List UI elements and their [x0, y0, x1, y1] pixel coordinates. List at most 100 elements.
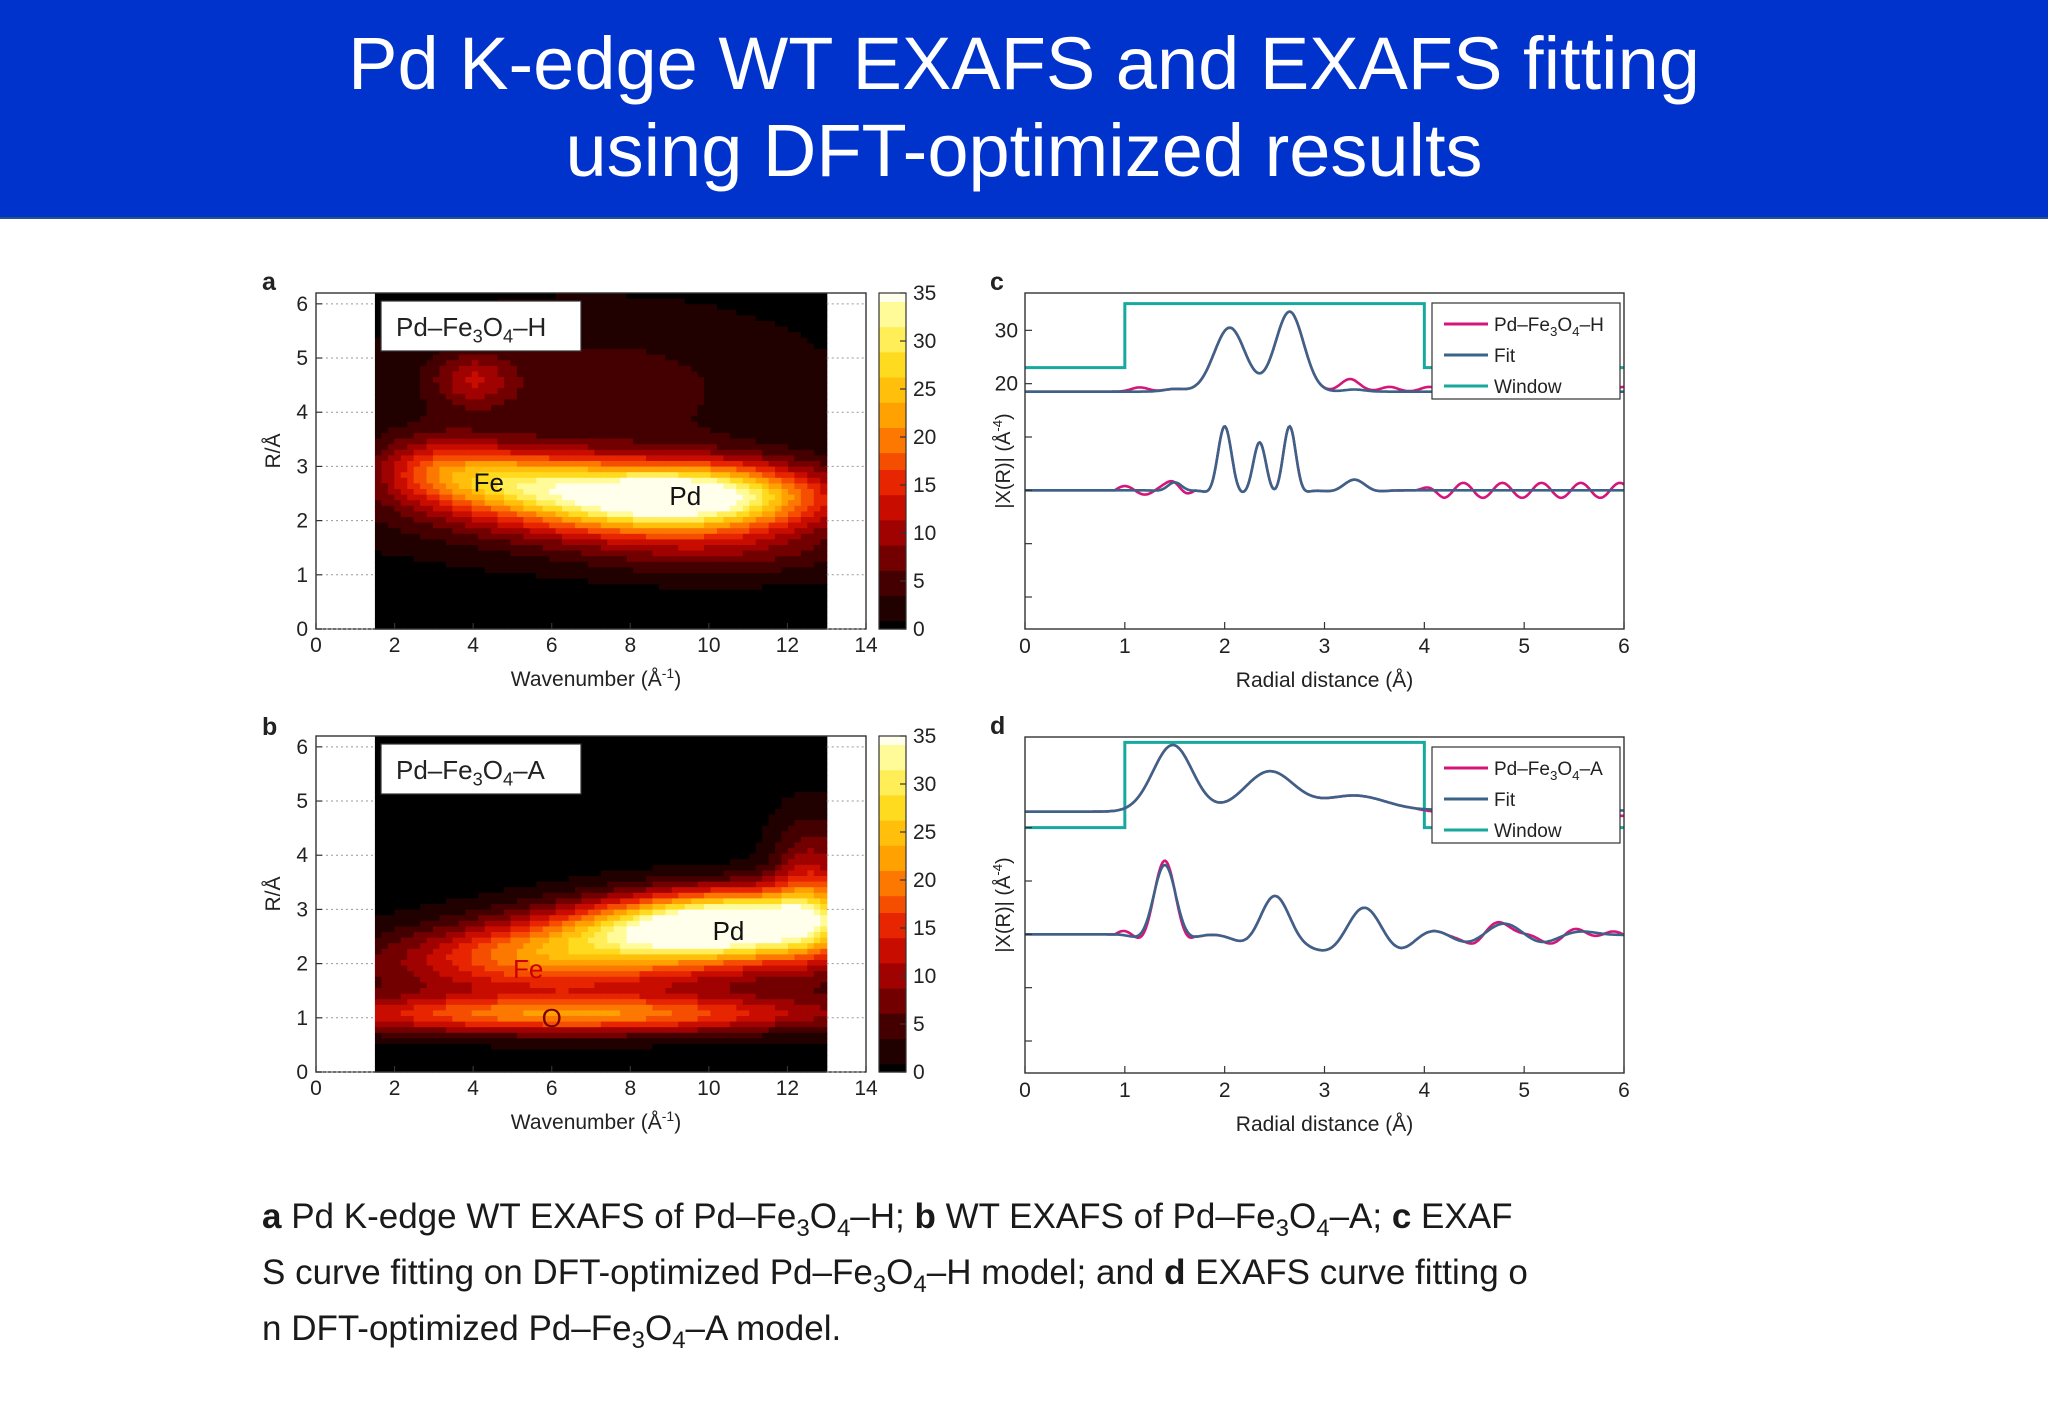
heatmap-cell: [407, 589, 415, 596]
heatmap-cell: [620, 354, 628, 361]
heatmap-cell: [594, 337, 602, 344]
heatmap-cell: [775, 444, 783, 451]
heatmap-cell: [594, 343, 602, 350]
heatmap-cell: [484, 517, 492, 524]
heatmap-cell: [678, 483, 686, 490]
heatmap-cell: [607, 466, 615, 473]
heatmap-cell: [729, 444, 737, 451]
heatmap-cell: [781, 578, 789, 585]
heatmap-cell: [781, 433, 789, 440]
heatmap-cell: [420, 1032, 428, 1039]
heatmap-cell: [555, 455, 563, 462]
heatmap-cell: [555, 433, 563, 440]
heatmap-cell: [400, 539, 408, 546]
heatmap-cell: [458, 388, 466, 395]
heatmap-cell: [420, 584, 428, 591]
heatmap-cell: [723, 584, 731, 591]
heatmap-cell: [600, 556, 608, 563]
heatmap-cell: [374, 976, 382, 983]
heatmap-cell: [820, 483, 828, 490]
heatmap-cell: [768, 455, 776, 462]
heatmap-cell: [458, 489, 466, 496]
heatmap-cell: [633, 343, 641, 350]
heatmap-cell: [426, 887, 434, 894]
heatmap-cell: [736, 449, 744, 456]
heatmap-cell: [742, 455, 750, 462]
heatmap-cell: [620, 405, 628, 412]
heatmap-cell: [549, 377, 557, 384]
heatmap-cell: [529, 388, 537, 395]
heatmap-cell: [820, 573, 828, 580]
heatmap-cell: [646, 410, 654, 417]
heatmap-cell: [452, 500, 460, 507]
heatmap-cell: [768, 601, 776, 608]
heatmap-cell: [439, 360, 447, 367]
heatmap-cell: [646, 399, 654, 406]
heatmap-cell: [374, 472, 382, 479]
heatmap-cell: [665, 477, 673, 484]
heatmap-cell: [433, 1044, 441, 1051]
heatmap-cell: [697, 365, 705, 372]
heatmap-cell: [445, 360, 453, 367]
heatmap-cell: [716, 393, 725, 400]
heatmap-cell: [394, 859, 402, 866]
heatmap-cell: [394, 489, 402, 496]
heatmap-cell: [736, 517, 744, 524]
heatmap-cell: [755, 360, 763, 367]
heatmap-cell: [555, 349, 563, 356]
heatmap-cell: [394, 539, 402, 546]
heatmap-cell: [613, 545, 621, 552]
heatmap-cell: [684, 382, 692, 389]
heatmap-cell: [536, 584, 544, 591]
heatmap-cell: [697, 477, 705, 484]
heatmap-cell: [775, 561, 783, 568]
heatmap-cell: [374, 438, 382, 445]
heatmap-cell: [587, 416, 595, 423]
heatmap-cell: [678, 315, 686, 322]
heatmap-cell: [665, 606, 673, 613]
heatmap-cell: [755, 606, 763, 613]
heatmap-cell: [658, 505, 666, 512]
slide-title-line-1: Pd K-edge WT EXAFS and EXAFS fitting: [348, 22, 1700, 105]
heatmap-cell: [529, 623, 537, 630]
heatmap-cell: [529, 539, 537, 546]
heatmap-cell: [742, 617, 750, 624]
heatmap-cell: [374, 405, 382, 412]
heatmap-cell: [820, 433, 828, 440]
heatmap-cell: [504, 567, 512, 574]
heatmap-cell: [549, 567, 557, 574]
heatmap-cell: [594, 433, 602, 440]
heatmap-cell: [387, 433, 395, 440]
heatmap-cell: [387, 617, 395, 624]
heatmap-cell: [736, 421, 744, 428]
heatmap-cell: [794, 449, 802, 456]
heatmap-cell: [613, 298, 621, 305]
heatmap-cell: [523, 388, 531, 395]
heatmap-cell: [749, 337, 757, 344]
heatmap-cell: [781, 388, 789, 395]
heatmap-cell: [400, 904, 408, 911]
heatmap-cell: [407, 904, 415, 911]
heatmap-cell: [387, 500, 395, 507]
heatmap-cell: [691, 623, 699, 630]
heatmap-cell: [736, 405, 744, 412]
heatmap-cell: [426, 870, 434, 877]
heatmap-cell: [607, 612, 615, 619]
heatmap-cell: [716, 371, 725, 378]
heatmap-cell: [381, 831, 389, 838]
heatmap-cell: [439, 405, 447, 412]
heatmap-cell: [671, 371, 679, 378]
heatmap-cell: [581, 556, 589, 563]
heatmap-cell: [729, 337, 737, 344]
colorbar-frame: [878, 292, 907, 630]
heatmap-cell: [420, 522, 428, 529]
heatmap-cell: [394, 584, 402, 591]
heatmap-cell: [381, 898, 389, 905]
heatmap-cell: [684, 500, 692, 507]
heatmap-cell: [697, 617, 705, 624]
heatmap-cell: [575, 556, 583, 563]
heatmap-cell: [426, 483, 434, 490]
heatmap-cell: [742, 332, 750, 339]
heatmap-cell: [445, 393, 453, 400]
